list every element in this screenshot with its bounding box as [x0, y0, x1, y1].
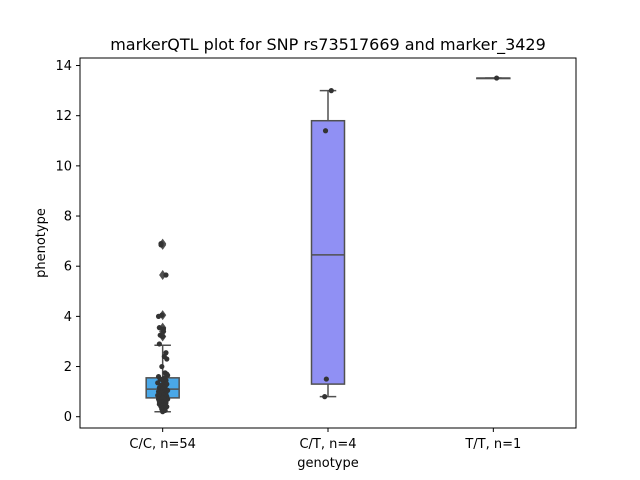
data-point: [322, 128, 329, 134]
y-tick-label: 8: [64, 210, 72, 225]
data-point: [163, 350, 169, 356]
data-point: [156, 399, 162, 405]
x-tick-label: T/T, n=1: [464, 437, 521, 452]
data-point: [328, 88, 334, 94]
x-tick-label: C/T, n=4: [299, 437, 356, 452]
y-tick-label: 14: [55, 59, 72, 74]
y-axis-label: phenotype: [34, 208, 49, 278]
y-axis: 0 2 4 6 8 10 12 14: [55, 59, 80, 425]
chart-title: markerQTL plot for SNP rs73517669 and ma…: [110, 35, 546, 55]
data-point: [160, 328, 167, 335]
data-point: [156, 325, 162, 331]
data-point: [159, 363, 165, 370]
y-tick-label: 10: [55, 159, 72, 174]
data-point: [158, 242, 164, 248]
data-point: [323, 376, 329, 382]
data-point: [163, 272, 169, 278]
box-group: [310, 88, 346, 400]
data-point: [159, 312, 165, 318]
data-point: [494, 75, 500, 81]
data-point: [322, 394, 328, 400]
x-axis: C/C, n=54 C/T, n=4 T/T, n=1: [129, 428, 521, 452]
box: [310, 119, 346, 385]
y-tick-label: 2: [64, 360, 72, 375]
y-tick-label: 12: [55, 109, 72, 124]
data-point: [164, 356, 170, 362]
data-point: [156, 341, 162, 347]
plot-area: [145, 75, 511, 415]
box-group: [145, 238, 180, 415]
y-tick-label: 6: [64, 260, 72, 275]
y-tick-label: 0: [64, 410, 72, 425]
y-tick-label: 4: [64, 310, 72, 325]
x-axis-label: genotype: [297, 456, 358, 471]
box-group: [476, 75, 511, 81]
data-point: [160, 333, 166, 340]
data-point: [160, 409, 166, 415]
x-tick-label: C/C, n=54: [129, 437, 195, 452]
